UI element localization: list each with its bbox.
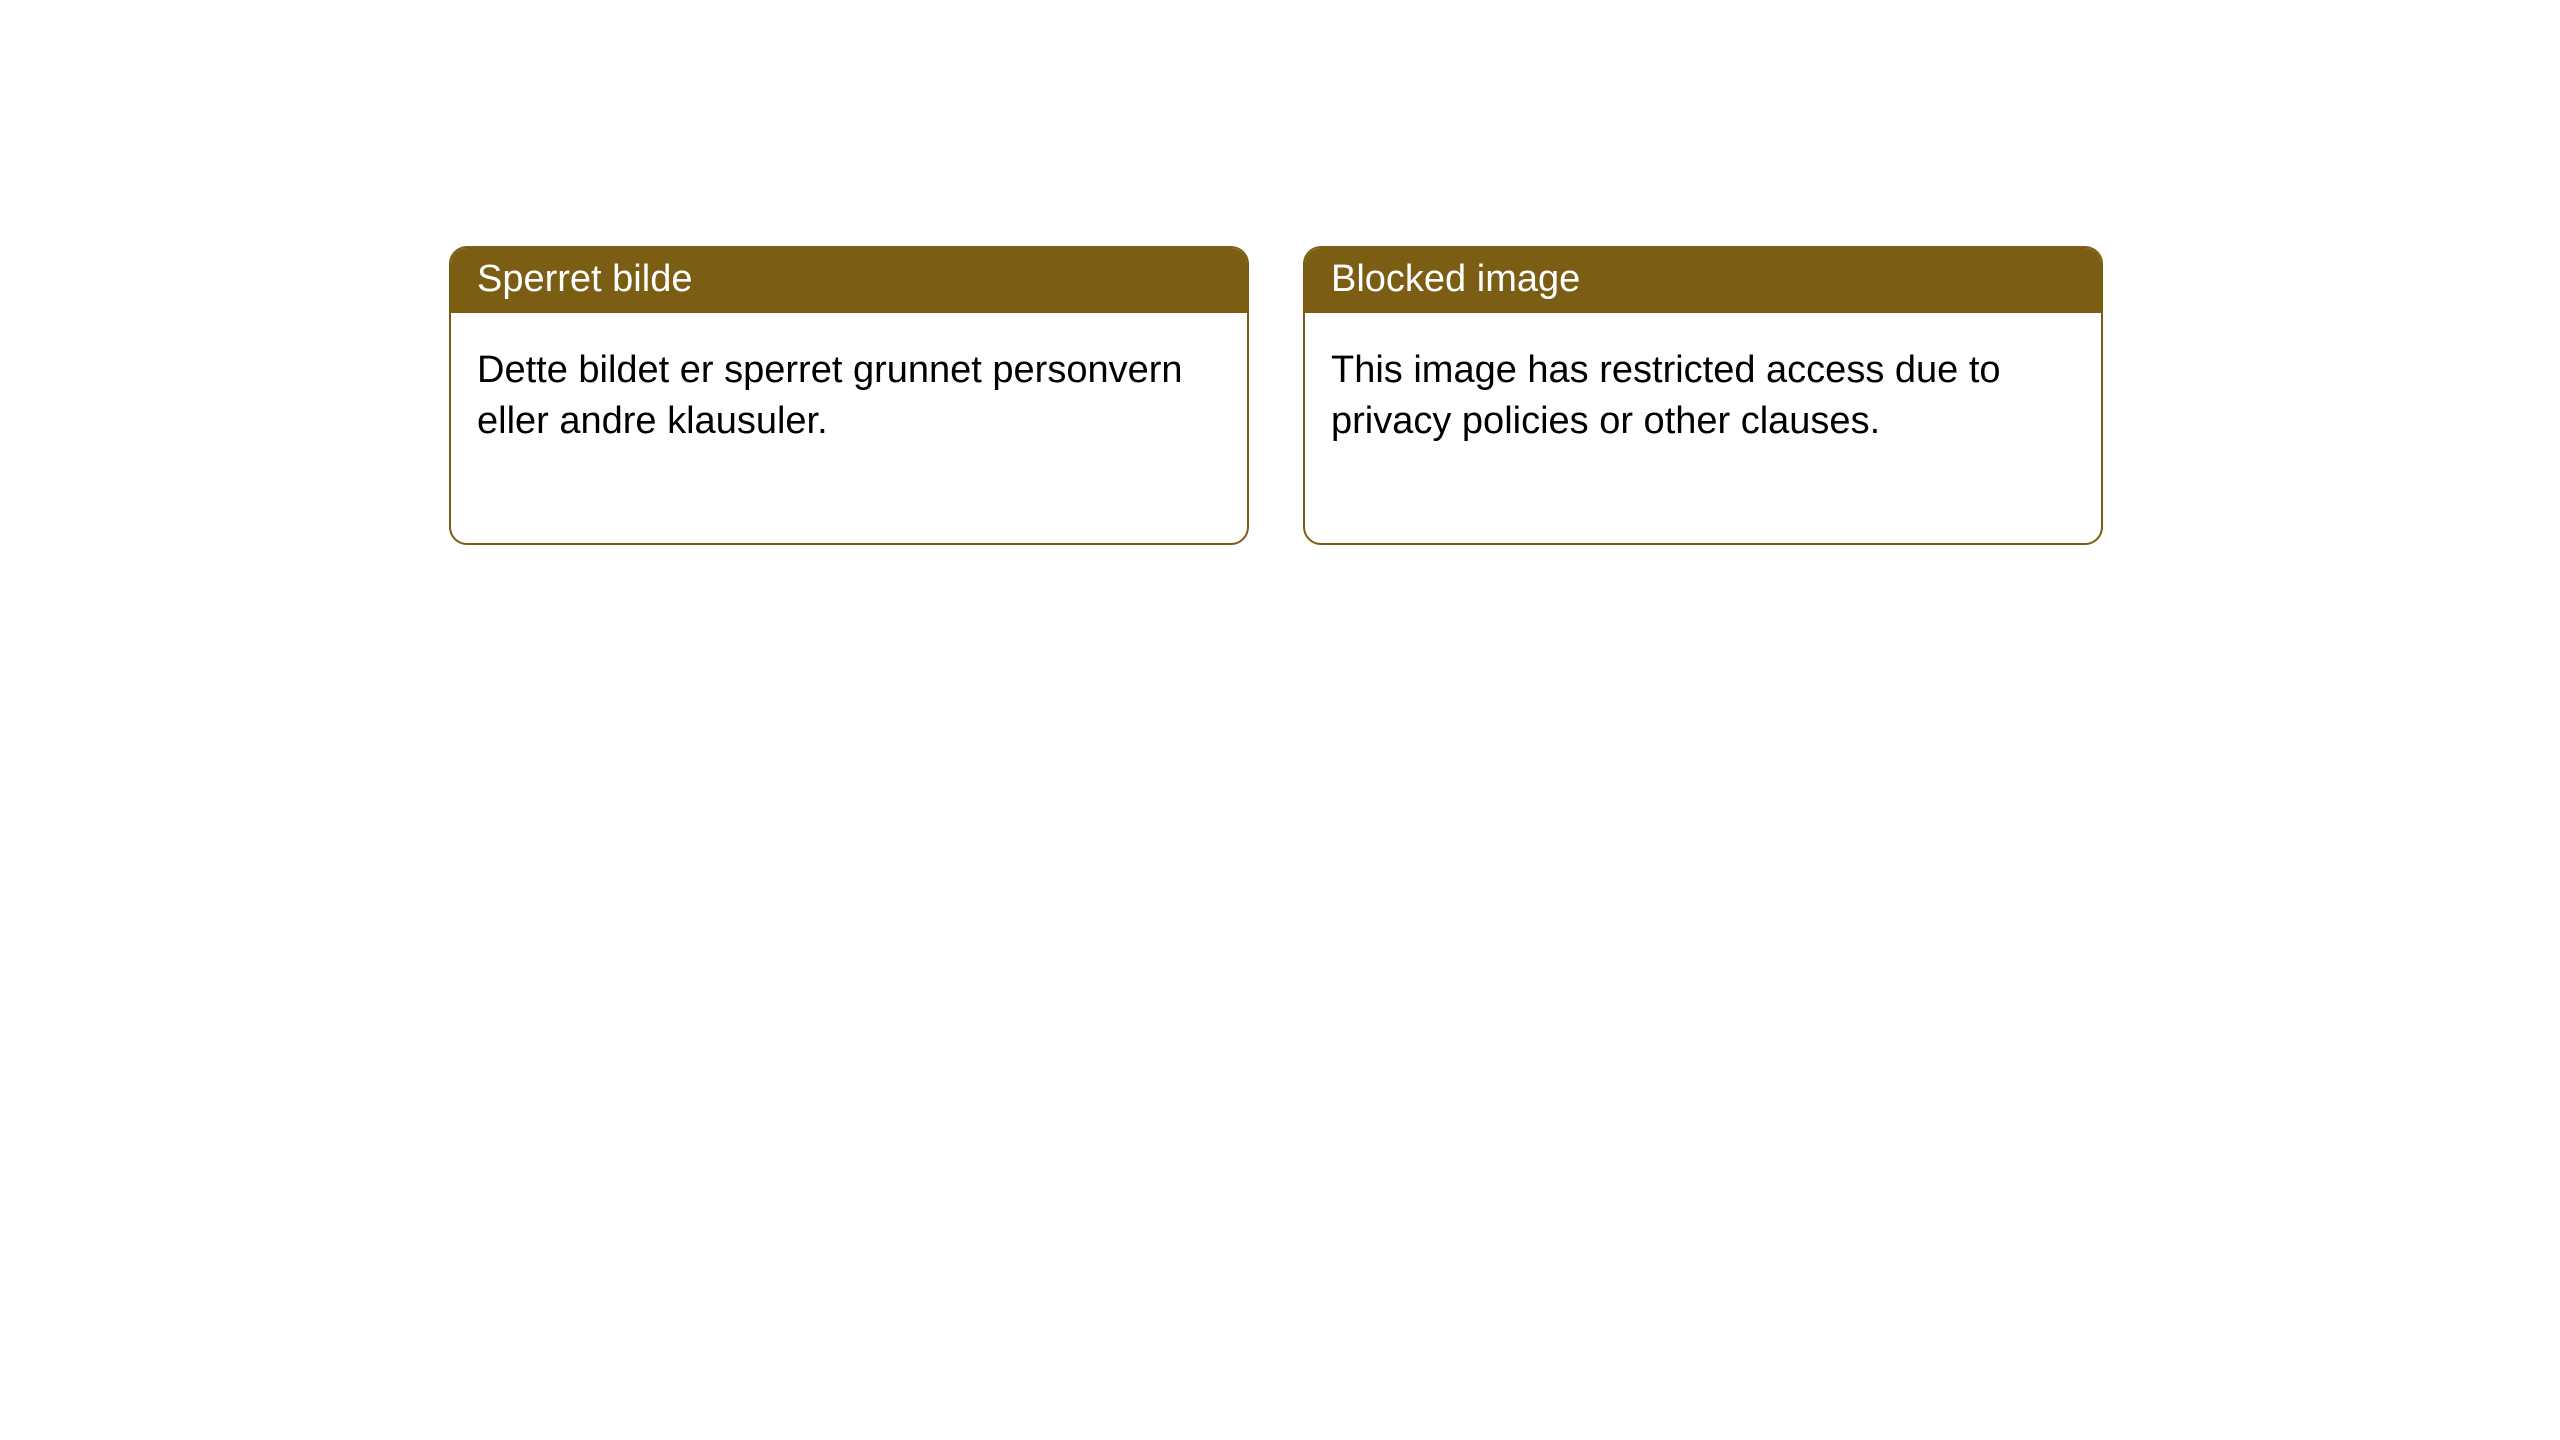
notice-body: This image has restricted access due to … xyxy=(1305,313,2101,543)
notice-header: Sperret bilde xyxy=(451,248,1247,313)
notice-card-container: Sperret bilde Dette bildet er sperret gr… xyxy=(449,246,2103,545)
notice-title: Blocked image xyxy=(1331,258,1580,300)
notice-card-english: Blocked image This image has restricted … xyxy=(1303,246,2103,545)
notice-message: Dette bildet er sperret grunnet personve… xyxy=(477,349,1183,442)
notice-header: Blocked image xyxy=(1305,248,2101,313)
notice-title: Sperret bilde xyxy=(477,258,692,300)
notice-card-norwegian: Sperret bilde Dette bildet er sperret gr… xyxy=(449,246,1249,545)
notice-message: This image has restricted access due to … xyxy=(1331,349,2001,442)
notice-body: Dette bildet er sperret grunnet personve… xyxy=(451,313,1247,543)
